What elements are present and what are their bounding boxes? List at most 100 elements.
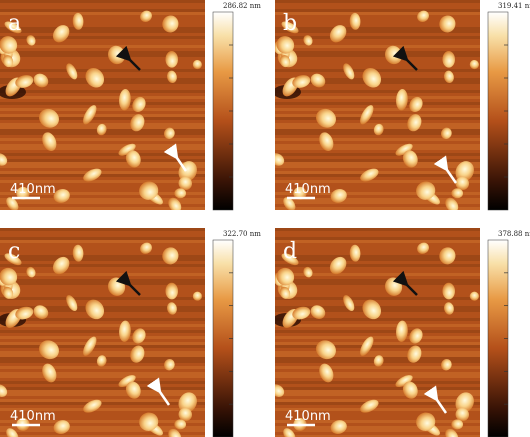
scan-line xyxy=(275,150,480,153)
scan-line xyxy=(275,6,480,9)
scan-line xyxy=(0,48,205,51)
scan-line xyxy=(0,42,205,45)
particle xyxy=(130,345,145,363)
scan-line xyxy=(275,114,480,117)
scan-line xyxy=(275,93,480,96)
scan-line xyxy=(0,381,205,384)
scan-line xyxy=(0,204,205,207)
panel: c 410nm 322.70 nm xyxy=(0,228,261,437)
scan-line xyxy=(275,45,480,48)
scan-line xyxy=(275,291,480,294)
scan-line xyxy=(0,69,205,72)
particle xyxy=(439,15,456,33)
scan-line xyxy=(0,63,205,66)
scan-line xyxy=(0,234,205,237)
particle xyxy=(310,305,326,319)
scan-line xyxy=(0,84,205,87)
scan-line xyxy=(275,168,480,171)
particle xyxy=(0,384,8,397)
particle xyxy=(455,176,470,191)
scan-line xyxy=(0,27,205,30)
particle xyxy=(319,132,334,152)
particle xyxy=(132,96,146,112)
scan-line xyxy=(275,159,480,162)
scan-line xyxy=(0,0,205,3)
scan-line xyxy=(275,435,480,437)
scan-line xyxy=(275,336,480,339)
scan-line xyxy=(275,369,480,372)
particle xyxy=(442,51,455,68)
particle xyxy=(83,336,97,356)
particle xyxy=(66,295,78,312)
scan-line xyxy=(0,102,205,105)
scan-line xyxy=(0,342,205,345)
particle xyxy=(4,21,22,34)
particle xyxy=(407,114,422,132)
particle xyxy=(178,407,193,422)
particle xyxy=(53,420,70,434)
scan-line xyxy=(275,60,480,63)
particle xyxy=(303,266,313,278)
particle xyxy=(33,305,49,319)
scan-line xyxy=(275,321,480,324)
scan-line xyxy=(0,255,205,258)
scan-line xyxy=(0,396,205,399)
scan-line xyxy=(275,264,480,267)
particle xyxy=(118,143,136,156)
scan-line xyxy=(0,177,205,180)
particle xyxy=(395,375,413,388)
scan-line xyxy=(0,153,205,156)
scan-line xyxy=(0,303,205,306)
scan-line xyxy=(275,300,480,303)
particle xyxy=(362,299,382,320)
particle xyxy=(455,161,474,182)
scan-line xyxy=(0,105,205,108)
scan-line xyxy=(275,366,480,369)
particle xyxy=(16,186,30,200)
scan-line xyxy=(0,270,205,273)
particle xyxy=(349,12,361,30)
scan-line xyxy=(275,99,480,102)
particle xyxy=(329,256,347,275)
scan-line xyxy=(0,90,205,93)
scan-line xyxy=(275,174,480,177)
panel-label: a xyxy=(8,11,21,36)
scan-line xyxy=(275,426,480,429)
scan-line xyxy=(275,393,480,396)
scan-line xyxy=(275,252,480,255)
scan-line xyxy=(275,177,480,180)
scan-line xyxy=(275,105,480,108)
scan-line xyxy=(0,171,205,174)
scan-line xyxy=(0,135,205,138)
scan-line xyxy=(0,117,205,120)
scan-line xyxy=(275,63,480,66)
particle xyxy=(442,282,455,300)
scan-line xyxy=(0,414,205,417)
black-arrow xyxy=(115,45,141,71)
particle xyxy=(174,188,187,199)
particle xyxy=(162,15,179,33)
particle xyxy=(276,267,295,286)
scan-line xyxy=(0,147,205,150)
particle xyxy=(445,197,459,210)
particle xyxy=(445,428,459,437)
scan-line xyxy=(0,228,205,231)
scan-line xyxy=(0,429,205,432)
scan-line xyxy=(0,324,205,327)
particle xyxy=(140,10,152,22)
scale-bar-label: 410nm xyxy=(10,182,56,197)
panel: d 410nm 378.88 nm xyxy=(275,228,530,437)
particle xyxy=(275,153,285,166)
scan-line xyxy=(275,96,480,99)
colorbar-max: 378.88 nm xyxy=(498,230,530,238)
particle xyxy=(283,428,296,437)
scan-line xyxy=(275,228,480,231)
scan-line xyxy=(275,372,480,375)
scan-line xyxy=(0,111,205,114)
particle xyxy=(310,73,326,88)
scan-line xyxy=(0,318,205,321)
scan-line xyxy=(0,24,205,27)
scan-line xyxy=(275,39,480,42)
particle xyxy=(130,114,145,132)
scan-line xyxy=(275,165,480,168)
